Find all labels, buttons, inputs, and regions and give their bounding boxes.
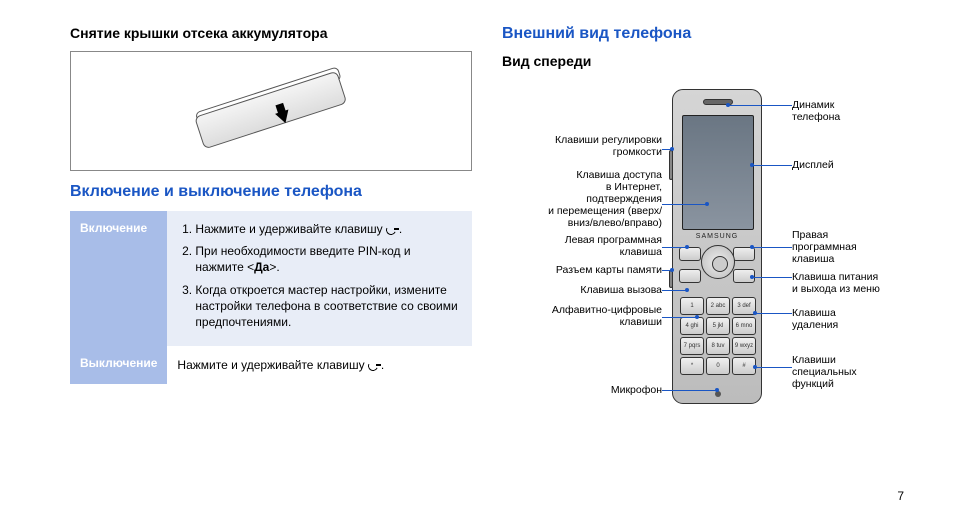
- label-soft-left: Левая программнаяклавиша: [502, 234, 662, 258]
- power-off-label: Выключение: [70, 346, 167, 384]
- dpad: [701, 245, 735, 279]
- keypad-key: 4 ghi: [680, 317, 704, 335]
- card-slot: [669, 270, 673, 288]
- label-delete: Клавишаудаления: [792, 307, 892, 331]
- left-softkey: [679, 247, 701, 261]
- label-call: Клавиша вызова: [502, 284, 662, 296]
- keypad-key: 7 pqrs: [680, 337, 704, 355]
- label-special: Клавишиспециальныхфункций: [792, 354, 892, 390]
- phone-diagram: SAMSUNG 12 abc3 def4 ghi5 jkl6 mno7 pqrs…: [502, 79, 904, 459]
- keypad-key: 5 jkl: [706, 317, 730, 335]
- label-display: Дисплей: [792, 159, 892, 171]
- label-slot: Разъем карты памяти: [502, 264, 662, 276]
- label-speaker: Динамиктелефона: [792, 99, 892, 123]
- label-power: Клавиша питанияи выхода из меню: [792, 271, 902, 295]
- call-key: [679, 269, 701, 283]
- label-soft-right: Праваяпрограммнаяклавиша: [792, 229, 892, 265]
- right-softkey: [733, 247, 755, 261]
- keypad-key: 2 abc: [706, 297, 730, 315]
- keypad-key: *: [680, 357, 704, 375]
- page-number: 7: [897, 489, 904, 503]
- label-volume: Клавиши регулировкигромкости: [502, 134, 662, 158]
- volume-keys: [669, 150, 673, 180]
- battery-cover-illustration: [70, 51, 472, 171]
- remove-cover-heading: Снятие крышки отсека аккумулятора: [70, 25, 472, 41]
- power-table: Включение Нажмите и удерживайте клавишу …: [70, 211, 472, 384]
- keypad-key: 1: [680, 297, 704, 315]
- label-mic: Микрофон: [502, 384, 662, 396]
- phone-screen: [682, 115, 754, 230]
- label-internet: Клавиша доступав Интернет,подтвержденияи…: [502, 169, 662, 229]
- front-view-heading: Вид спереди: [502, 53, 904, 69]
- label-alnum: Алфавитно-цифровыеклавиши: [502, 304, 662, 328]
- keypad: 12 abc3 def4 ghi5 jkl6 mno7 pqrs8 tuv9 w…: [680, 297, 756, 375]
- phone-brand: SAMSUNG: [673, 233, 761, 240]
- keypad-key: 6 mno: [732, 317, 756, 335]
- power-icon: [368, 361, 381, 370]
- power-off-text: Нажмите и удерживайте клавишу .: [167, 346, 472, 384]
- keypad-key: 9 wxyz: [732, 337, 756, 355]
- power-icon: [386, 225, 399, 234]
- keypad-key: 0: [706, 357, 730, 375]
- keypad-key: 8 tuv: [706, 337, 730, 355]
- appearance-heading: Внешний вид телефона: [502, 25, 904, 43]
- power-on-label: Включение: [70, 211, 167, 346]
- power-heading: Включение и выключение телефона: [70, 183, 472, 201]
- power-on-steps: Нажмите и удерживайте клавишу . При необ…: [167, 211, 472, 346]
